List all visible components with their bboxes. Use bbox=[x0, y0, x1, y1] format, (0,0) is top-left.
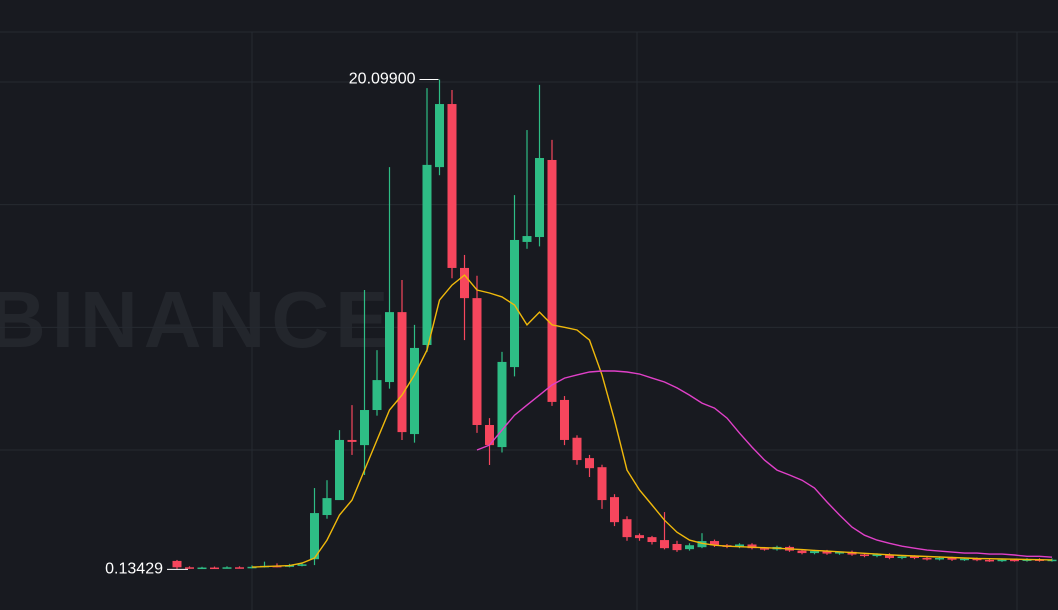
candle-body bbox=[397, 312, 407, 433]
candle-body bbox=[572, 437, 582, 461]
candle-body bbox=[560, 399, 569, 440]
candle-body bbox=[1047, 559, 1057, 562]
candle-body bbox=[860, 554, 869, 557]
candle-body bbox=[735, 544, 744, 547]
candle-body bbox=[710, 541, 719, 546]
candle-body bbox=[597, 467, 607, 501]
candle-body bbox=[997, 559, 1007, 562]
candle-body bbox=[197, 567, 207, 570]
candle-body bbox=[497, 361, 507, 448]
candle-body bbox=[747, 544, 757, 549]
candle-body bbox=[460, 267, 469, 299]
candle-body bbox=[910, 556, 919, 559]
candle-body bbox=[1022, 559, 1032, 561]
candle-body bbox=[210, 567, 219, 570]
candle-body bbox=[885, 554, 894, 558]
candle-body bbox=[447, 104, 457, 268]
candle-body bbox=[935, 557, 944, 560]
candle-body bbox=[972, 558, 982, 561]
candle-body bbox=[235, 567, 244, 569]
candle-body bbox=[822, 551, 832, 554]
candle-body bbox=[610, 497, 619, 523]
candle-body bbox=[672, 543, 682, 551]
candle-body bbox=[660, 540, 669, 549]
candle-body bbox=[172, 560, 182, 568]
candle-body bbox=[472, 298, 482, 425]
candle-body bbox=[635, 535, 644, 539]
candle-body bbox=[347, 439, 357, 442]
candle-body bbox=[685, 545, 694, 550]
candle-body bbox=[422, 164, 432, 345]
candle-body bbox=[1010, 559, 1019, 562]
candle-body bbox=[297, 564, 307, 566]
candle-body bbox=[897, 556, 907, 559]
candle-body bbox=[372, 380, 382, 411]
candle-body bbox=[797, 550, 807, 554]
candle-body bbox=[385, 312, 394, 383]
candle-body bbox=[697, 541, 707, 548]
candle-body bbox=[435, 104, 444, 168]
candle-body bbox=[247, 566, 257, 569]
candle-body bbox=[222, 567, 232, 569]
candle-body bbox=[872, 554, 882, 557]
candle-body bbox=[485, 424, 494, 446]
candle-body bbox=[360, 410, 369, 446]
min-label: 0.13429 bbox=[105, 561, 163, 578]
candle-body bbox=[410, 347, 419, 435]
candle-body bbox=[622, 519, 632, 538]
candle-body bbox=[335, 439, 344, 501]
candle-body bbox=[185, 567, 194, 569]
candle-body bbox=[985, 559, 994, 562]
candle-body bbox=[547, 159, 557, 402]
candle-body bbox=[922, 557, 932, 560]
candle-body bbox=[522, 236, 532, 242]
candle-body bbox=[535, 158, 544, 238]
candle-body bbox=[647, 537, 657, 543]
candle-body bbox=[585, 458, 594, 469]
candle-body bbox=[310, 513, 319, 560]
candle-body bbox=[510, 239, 519, 368]
candle-body bbox=[960, 558, 969, 561]
moving-average-line bbox=[251, 274, 1053, 568]
candle-body bbox=[810, 551, 819, 554]
candle-body bbox=[835, 551, 844, 554]
candle-body bbox=[947, 557, 957, 560]
candle-body bbox=[760, 548, 769, 550]
watermark: BINANCE bbox=[0, 275, 394, 364]
max-label: 20.09900 bbox=[349, 71, 416, 88]
moving-average-line bbox=[476, 370, 1053, 558]
candle-body bbox=[322, 498, 332, 516]
